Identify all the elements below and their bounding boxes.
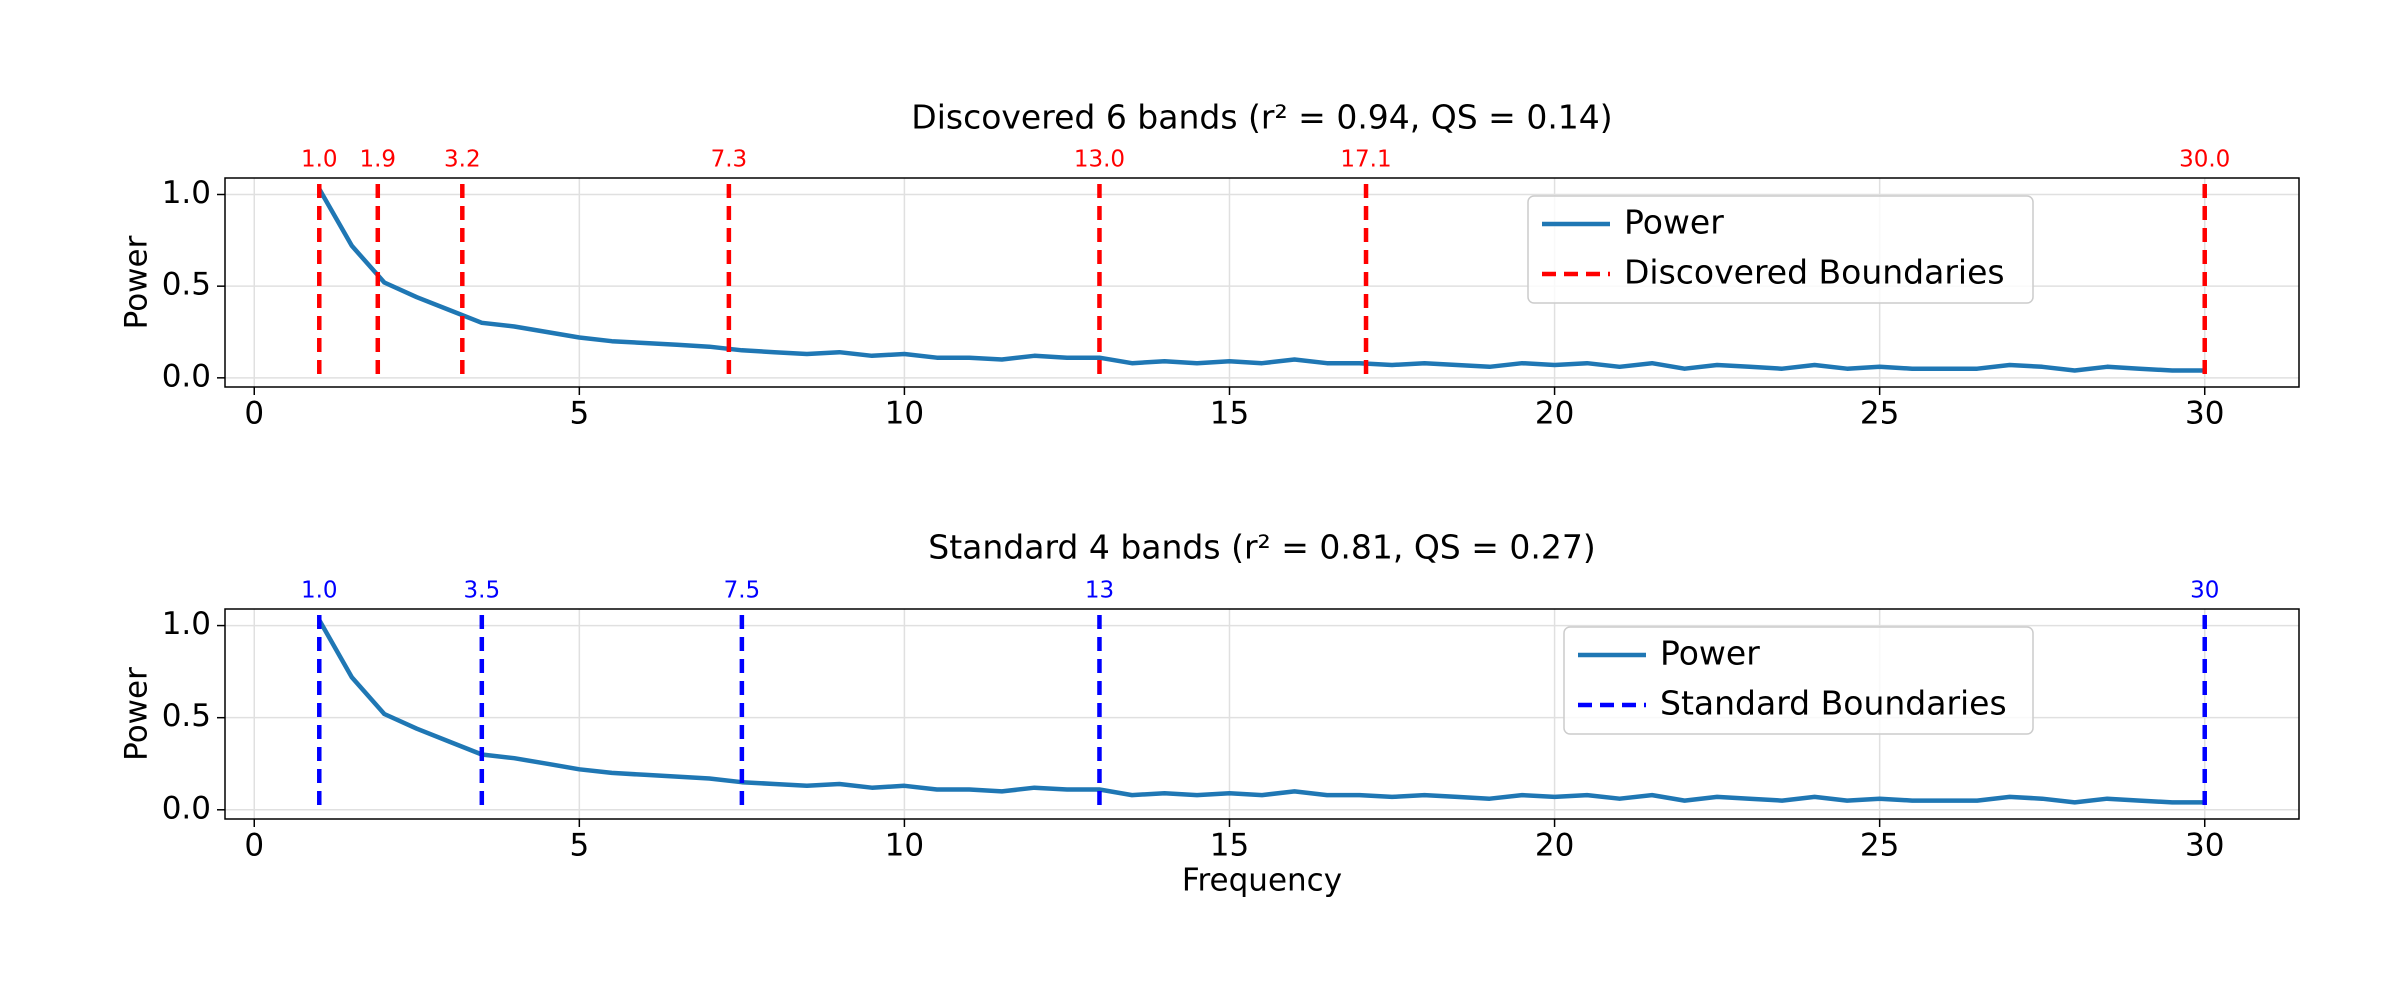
legend-frame xyxy=(1563,626,2034,735)
chart-panel: Discovered 6 bands (r² = 0.94, QS = 0.14… xyxy=(119,98,2300,432)
legend-label: Discovered Boundaries xyxy=(1624,253,2005,292)
x-tick-label: 15 xyxy=(1210,828,1249,864)
chart-title: Discovered 6 bands (r² = 0.94, QS = 0.14… xyxy=(911,98,1612,137)
y-tick-label: 0.0 xyxy=(162,790,211,826)
legend-frame xyxy=(1527,195,2034,304)
boundary-label: 7.5 xyxy=(724,578,761,604)
legend-label: Standard Boundaries xyxy=(1660,684,2007,723)
chart-panel: Standard 4 bands (r² = 0.81, QS = 0.27) 0… xyxy=(119,528,2300,899)
boundary-label: 1.0 xyxy=(301,147,338,173)
x-tick-label: 30 xyxy=(2185,396,2224,432)
x-tick-label: 25 xyxy=(1860,828,1899,864)
x-axis-label: Frequency xyxy=(1182,863,1342,899)
boundary-label: 3.2 xyxy=(444,147,481,173)
y-tick-label: 1.0 xyxy=(162,606,211,642)
y-axis-label: Power xyxy=(119,667,155,761)
legend: Power Discovered Boundaries xyxy=(1527,195,2034,304)
boundary-label: 30.0 xyxy=(2179,147,2230,173)
y-tick-label: 0.5 xyxy=(162,267,211,303)
x-tick-label: 15 xyxy=(1210,396,1249,432)
boundary-label: 7.3 xyxy=(711,147,748,173)
boundary-label: 30 xyxy=(2190,578,2219,604)
boundary-label: 17.1 xyxy=(1340,147,1391,173)
legend-label: Power xyxy=(1660,634,1760,673)
chart-title: Standard 4 bands (r² = 0.81, QS = 0.27) xyxy=(928,528,1595,567)
legend-label: Power xyxy=(1624,203,1724,242)
y-tick-label: 1.0 xyxy=(162,175,211,211)
boundary-label: 1.9 xyxy=(359,147,396,173)
x-tick-label: 0 xyxy=(244,396,264,432)
x-tick-label: 5 xyxy=(569,828,589,864)
power-line xyxy=(317,618,2205,805)
x-tick-label: 5 xyxy=(569,396,589,432)
x-tick-label: 25 xyxy=(1860,396,1899,432)
axes-frame xyxy=(224,177,2300,388)
x-tick-label: 30 xyxy=(2185,828,2224,864)
y-tick-label: 0.5 xyxy=(162,698,211,734)
boundary-label: 13 xyxy=(1085,578,1114,604)
power-line xyxy=(317,187,2205,373)
y-tick-label: 0.0 xyxy=(162,358,211,394)
y-axis-label: Power xyxy=(119,235,155,329)
legend: Power Standard Boundaries xyxy=(1563,626,2034,735)
boundary-label: 3.5 xyxy=(464,578,501,604)
x-tick-label: 20 xyxy=(1535,396,1574,432)
boundary-label: 1.0 xyxy=(301,578,338,604)
x-tick-label: 0 xyxy=(244,828,264,864)
x-tick-label: 10 xyxy=(885,396,924,432)
boundary-label: 13.0 xyxy=(1074,147,1125,173)
x-tick-label: 10 xyxy=(885,828,924,864)
axes-frame xyxy=(224,608,2300,820)
x-tick-label: 20 xyxy=(1535,828,1574,864)
